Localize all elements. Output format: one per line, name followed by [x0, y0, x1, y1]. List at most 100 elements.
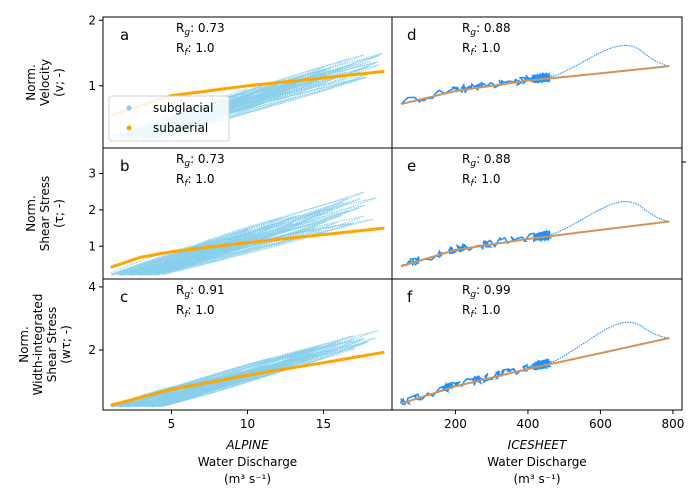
panel-e: e Rg: 0.88 Rf: 1.0 [391, 147, 686, 280]
subglacial-points-e [400, 201, 670, 267]
axes-frame-f [391, 278, 683, 411]
annotation-rg-f: Rg: 0.99 [462, 283, 511, 300]
subglacial-loop [128, 209, 350, 274]
y-axis-label-row2: Norm. [24, 195, 38, 232]
x-axis-label: Water Discharge [198, 455, 297, 469]
x-tick-label: 15 [316, 417, 331, 431]
subaerial-curve-e [400, 220, 670, 268]
x-axis-label: Water Discharge [487, 455, 586, 469]
plot-area-c [110, 330, 385, 408]
panel-letter-a: a [120, 26, 129, 44]
subglacial-loop [117, 340, 340, 407]
legend-label: subglacial [153, 101, 213, 115]
legend: subglacial subaerial [108, 95, 230, 142]
plot-area-d [400, 44, 670, 106]
panel-c: 2 4 5 10 15 c Rg: 0.91 Rf: 1.0 [88, 278, 393, 431]
subglacial-loop [140, 337, 365, 408]
y-tick-label: 4 [88, 280, 96, 294]
panel-letter-e: e [407, 157, 416, 175]
x-axis-unit: (m³ s⁻¹) [513, 472, 560, 486]
x-tick-label: 600 [589, 417, 612, 431]
annotation-rg-e: Rg: 0.88 [462, 152, 511, 169]
subglacial-loop [126, 95, 282, 138]
panel-letter-c: c [120, 288, 128, 306]
panel-letter-d: d [407, 26, 417, 44]
subaerial-curve-d [400, 65, 670, 106]
subglacial-loop [118, 214, 300, 275]
x-axis-title-icesheet: ICESHEET [508, 438, 568, 452]
x-tick-label: 400 [516, 417, 539, 431]
y-tick-label: 2 [88, 343, 96, 357]
y-axis-label-row1: Norm. [24, 64, 38, 101]
y-axis-label-row1: (v; -) [52, 68, 66, 97]
subglacial-loop [112, 243, 219, 275]
annotation-rf-c: Rf: 1.0 [176, 303, 214, 320]
y-axis-label-row2: Shear Stress [38, 176, 52, 252]
panel-d: d Rg: 0.88 Rf: 1.0 [391, 16, 683, 149]
legend-marker [126, 125, 132, 131]
subglacial-loop [153, 346, 344, 407]
panel-f: 200 400 600 800 f Rg: 0.99 Rf: 1.0 [391, 278, 684, 431]
x-tick-label: 10 [240, 417, 255, 431]
x-tick-label: 800 [661, 417, 684, 431]
annotation-rg-b: Rg: 0.73 [176, 152, 225, 169]
annotation-rg-d: Rg: 0.88 [462, 21, 511, 38]
y-axis-label-row1: Velocity [38, 59, 52, 106]
axes-frame-e [391, 147, 683, 280]
plot-area-f [400, 321, 670, 406]
subglacial-loop [545, 321, 670, 366]
y-axis-label-row3: (wτ; -) [59, 325, 73, 364]
subglacial-loop [147, 246, 226, 276]
subglacial-loop [116, 233, 252, 274]
x-tick-label: 200 [444, 417, 467, 431]
panel-letter-f: f [407, 288, 413, 306]
subglacial-loop [128, 372, 245, 407]
subglacial-loop [120, 347, 317, 407]
subglacial-scribble [400, 229, 553, 267]
subglacial-loop [142, 229, 322, 276]
panel-letter-b: b [120, 157, 130, 175]
subglacial-points-b [110, 191, 377, 276]
y-tick-label: 1 [88, 239, 96, 253]
x-axis-title-alpine: ALPINE [225, 438, 269, 452]
legend-label: subaerial [153, 121, 208, 135]
x-axis-unit: (m³ s⁻¹) [224, 472, 271, 486]
panel-b: 1 2 3 b Rg: 0.73 Rf: 1.0 [88, 147, 393, 280]
legend-marker [126, 105, 132, 111]
y-tick-label: 2 [88, 13, 96, 27]
y-tick-label: 3 [88, 166, 96, 180]
subglacial-loop [120, 235, 243, 275]
annotation-rf-d: Rf: 1.0 [462, 41, 500, 58]
subaerial-curve-c [110, 350, 385, 407]
y-axis-label-row3: Width-integrated [31, 294, 45, 396]
y-axis-label-row2: (τ; -) [52, 199, 66, 228]
annotation-rf-e: Rf: 1.0 [462, 172, 500, 189]
subglacial-loop [145, 377, 213, 407]
subglacial-loop [155, 214, 343, 275]
subglacial-loop [152, 373, 244, 408]
annotation-rf-b: Rf: 1.0 [176, 172, 214, 189]
annotation-rf-f: Rf: 1.0 [462, 303, 500, 320]
y-axis-label-row3: Norm. [17, 326, 31, 363]
annotation-rg-a: Rg: 0.73 [176, 21, 225, 38]
y-tick-label: 1 [88, 79, 96, 93]
subglacial-loop [545, 201, 670, 238]
y-tick-label: 2 [88, 203, 96, 217]
subglacial-loop [111, 197, 377, 276]
plot-area-b [110, 191, 385, 276]
subglacial-loop [545, 44, 670, 80]
subglacial-loop [155, 215, 364, 275]
legend-box [108, 95, 230, 142]
x-tick-label: 5 [168, 417, 176, 431]
annotation-rf-a: Rf: 1.0 [176, 41, 214, 58]
y-axis-label-row3: Shear Stress [45, 307, 59, 383]
subglacial-points-f [400, 321, 670, 406]
subglacial-loop [140, 221, 356, 275]
subglacial-loop [122, 66, 332, 139]
subaerial-curve-b [110, 226, 385, 269]
subglacial-loop [135, 229, 250, 275]
subglacial-loop [126, 340, 354, 408]
annotation-rg-c: Rg: 0.91 [176, 283, 225, 300]
plot-area-e [400, 201, 670, 268]
